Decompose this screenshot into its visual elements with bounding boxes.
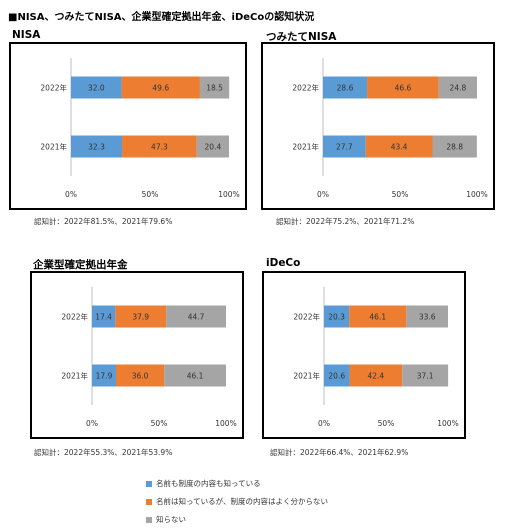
legend-label: 名前は知っているが、制度の内容はよく分からない xyxy=(156,497,328,506)
x-tick-label: 100% xyxy=(218,190,239,199)
data-label: 28.6 xyxy=(337,84,354,93)
x-tick-label: 0% xyxy=(318,419,330,428)
panel-title-tsumitate-nisa: つみたてNISA xyxy=(266,31,337,43)
bar-segment-known xyxy=(323,135,366,158)
bar-segment-unknown xyxy=(196,135,229,158)
x-tick-label: 0% xyxy=(86,419,98,428)
bar-segment-known xyxy=(71,76,122,99)
legend-item: 名前も制度の内容も知っている xyxy=(146,478,261,489)
legend-item: 知らない xyxy=(146,514,186,525)
bar-segment-name-only xyxy=(122,135,197,158)
x-tick-label: 100% xyxy=(437,419,458,428)
panel-note-nisa: 認知計：2022年81.5%、2021年79.6% xyxy=(34,217,173,226)
legend-item: 名前は知っているが、制度の内容はよく分からない xyxy=(146,496,328,507)
data-label: 37.1 xyxy=(417,372,434,381)
bar-segment-known xyxy=(92,364,116,387)
category-label: 2022年 xyxy=(61,312,88,322)
category-label: 2021年 xyxy=(292,142,319,152)
data-label: 27.7 xyxy=(336,143,353,152)
data-label: 24.8 xyxy=(450,84,467,93)
chart-svg-ideco: 2022年 20.3 46.1 33.6 2021年 20.6 42.4 37.1 0% 50% 1… xyxy=(293,287,459,428)
x-tick-label: 50% xyxy=(151,419,168,428)
legend-swatch xyxy=(146,498,152,505)
data-label: 20.6 xyxy=(328,372,345,381)
page-title: ■NISA、つみたてNISA、企業型確定拠出年金、iDeCoの認知状況 xyxy=(8,12,315,23)
chart-panel-nisa: 2022年 32.0 49.6 18.5 2021年 32.3 47.3 20.4 0% 50% 1… xyxy=(9,42,247,210)
bar-segment-unknown xyxy=(432,135,477,158)
bar-segment-unknown xyxy=(199,76,230,99)
data-label: 18.5 xyxy=(206,84,223,93)
bar-segment-known xyxy=(324,305,350,328)
bar-segment-known xyxy=(323,76,368,99)
x-tick-label: 50% xyxy=(378,419,395,428)
bar-segment-name-only xyxy=(367,76,439,99)
chart-svg-corporate-dc: 2022年 17.4 37.9 44.7 2021年 17.9 36.0 46.1 0% 50% 1… xyxy=(61,287,237,428)
data-label: 49.6 xyxy=(152,84,169,93)
legend-swatch xyxy=(146,480,152,487)
bar-segment-name-only xyxy=(365,135,433,158)
data-label: 42.4 xyxy=(367,372,384,381)
category-label: 2022年 xyxy=(293,312,320,322)
panel-title-nisa: NISA xyxy=(12,29,41,41)
panel-note-tsumitate-nisa: 認知計：2022年75.2%、2021年71.2% xyxy=(276,217,415,226)
data-label: 17.9 xyxy=(96,372,113,381)
bar-segment-unknown xyxy=(402,364,449,387)
legend-label: 名前も制度の内容も知っている xyxy=(156,479,261,488)
bar-segment-known xyxy=(92,305,116,328)
data-label: 37.9 xyxy=(132,313,149,322)
legend-swatch xyxy=(146,516,152,523)
data-label: 46.1 xyxy=(369,313,386,322)
data-label: 32.3 xyxy=(88,143,105,152)
category-label: 2022年 xyxy=(292,83,319,93)
data-label: 32.0 xyxy=(88,84,105,93)
bar-segment-name-only xyxy=(115,305,167,328)
x-tick-label: 0% xyxy=(317,190,329,199)
bar-segment-known xyxy=(71,135,123,158)
data-label: 43.4 xyxy=(391,143,408,152)
chart-svg-tsumitate-nisa: 2022年 28.6 46.6 24.8 2021年 27.7 43.4 28.8 0% 50% 1… xyxy=(292,58,488,199)
panel-title-ideco: iDeCo xyxy=(266,257,301,269)
data-label: 47.3 xyxy=(151,143,168,152)
bar-segment-unknown xyxy=(438,76,477,99)
data-label: 36.0 xyxy=(132,372,149,381)
x-tick-label: 100% xyxy=(215,419,236,428)
chart-panel-tsumitate-nisa: 2022年 28.6 46.6 24.8 2021年 27.7 43.4 28.8 0% 50% 1… xyxy=(261,42,495,210)
bar-segment-name-only xyxy=(349,364,403,387)
data-label: 46.1 xyxy=(187,372,204,381)
chart-svg-nisa: 2022年 32.0 49.6 18.5 2021年 32.3 47.3 20.4 0% 50% 1… xyxy=(40,58,240,199)
panel-note-corporate-dc: 認知計：2022年55.3%、2021年53.9% xyxy=(34,448,173,457)
data-label: 46.6 xyxy=(395,84,412,93)
x-tick-label: 50% xyxy=(142,190,159,199)
bar-segment-name-only xyxy=(115,364,165,387)
category-label: 2021年 xyxy=(40,142,67,152)
bar-segment-name-only xyxy=(121,76,200,99)
bar-segment-name-only xyxy=(349,305,407,328)
data-label: 17.4 xyxy=(95,313,112,322)
bar-segment-unknown xyxy=(406,305,448,328)
data-label: 20.3 xyxy=(328,313,345,322)
data-label: 28.8 xyxy=(446,143,463,152)
bar-segment-known xyxy=(324,364,350,387)
category-label: 2022年 xyxy=(40,83,67,93)
bar-segment-unknown xyxy=(164,364,226,387)
panel-title-corporate-dc: 企業型確定拠出年金 xyxy=(33,259,128,271)
bar-segment-unknown xyxy=(166,305,226,328)
x-tick-label: 100% xyxy=(466,190,487,199)
legend-label: 知らない xyxy=(156,515,186,524)
data-label: 20.4 xyxy=(205,143,222,152)
data-label: 44.7 xyxy=(188,313,205,322)
chart-panel-corporate-dc: 2022年 17.4 37.9 44.7 2021年 17.9 36.0 46.1 0% 50% 1… xyxy=(30,271,244,439)
x-tick-label: 50% xyxy=(392,190,409,199)
category-label: 2021年 xyxy=(61,371,88,381)
data-label: 33.6 xyxy=(419,313,436,322)
panel-note-ideco: 認知計：2022年66.4%、2021年62.9% xyxy=(270,448,409,457)
chart-panel-ideco: 2022年 20.3 46.1 33.6 2021年 20.6 42.4 37.1 0% 50% 1… xyxy=(262,271,466,439)
category-label: 2021年 xyxy=(293,371,320,381)
x-tick-label: 0% xyxy=(65,190,77,199)
